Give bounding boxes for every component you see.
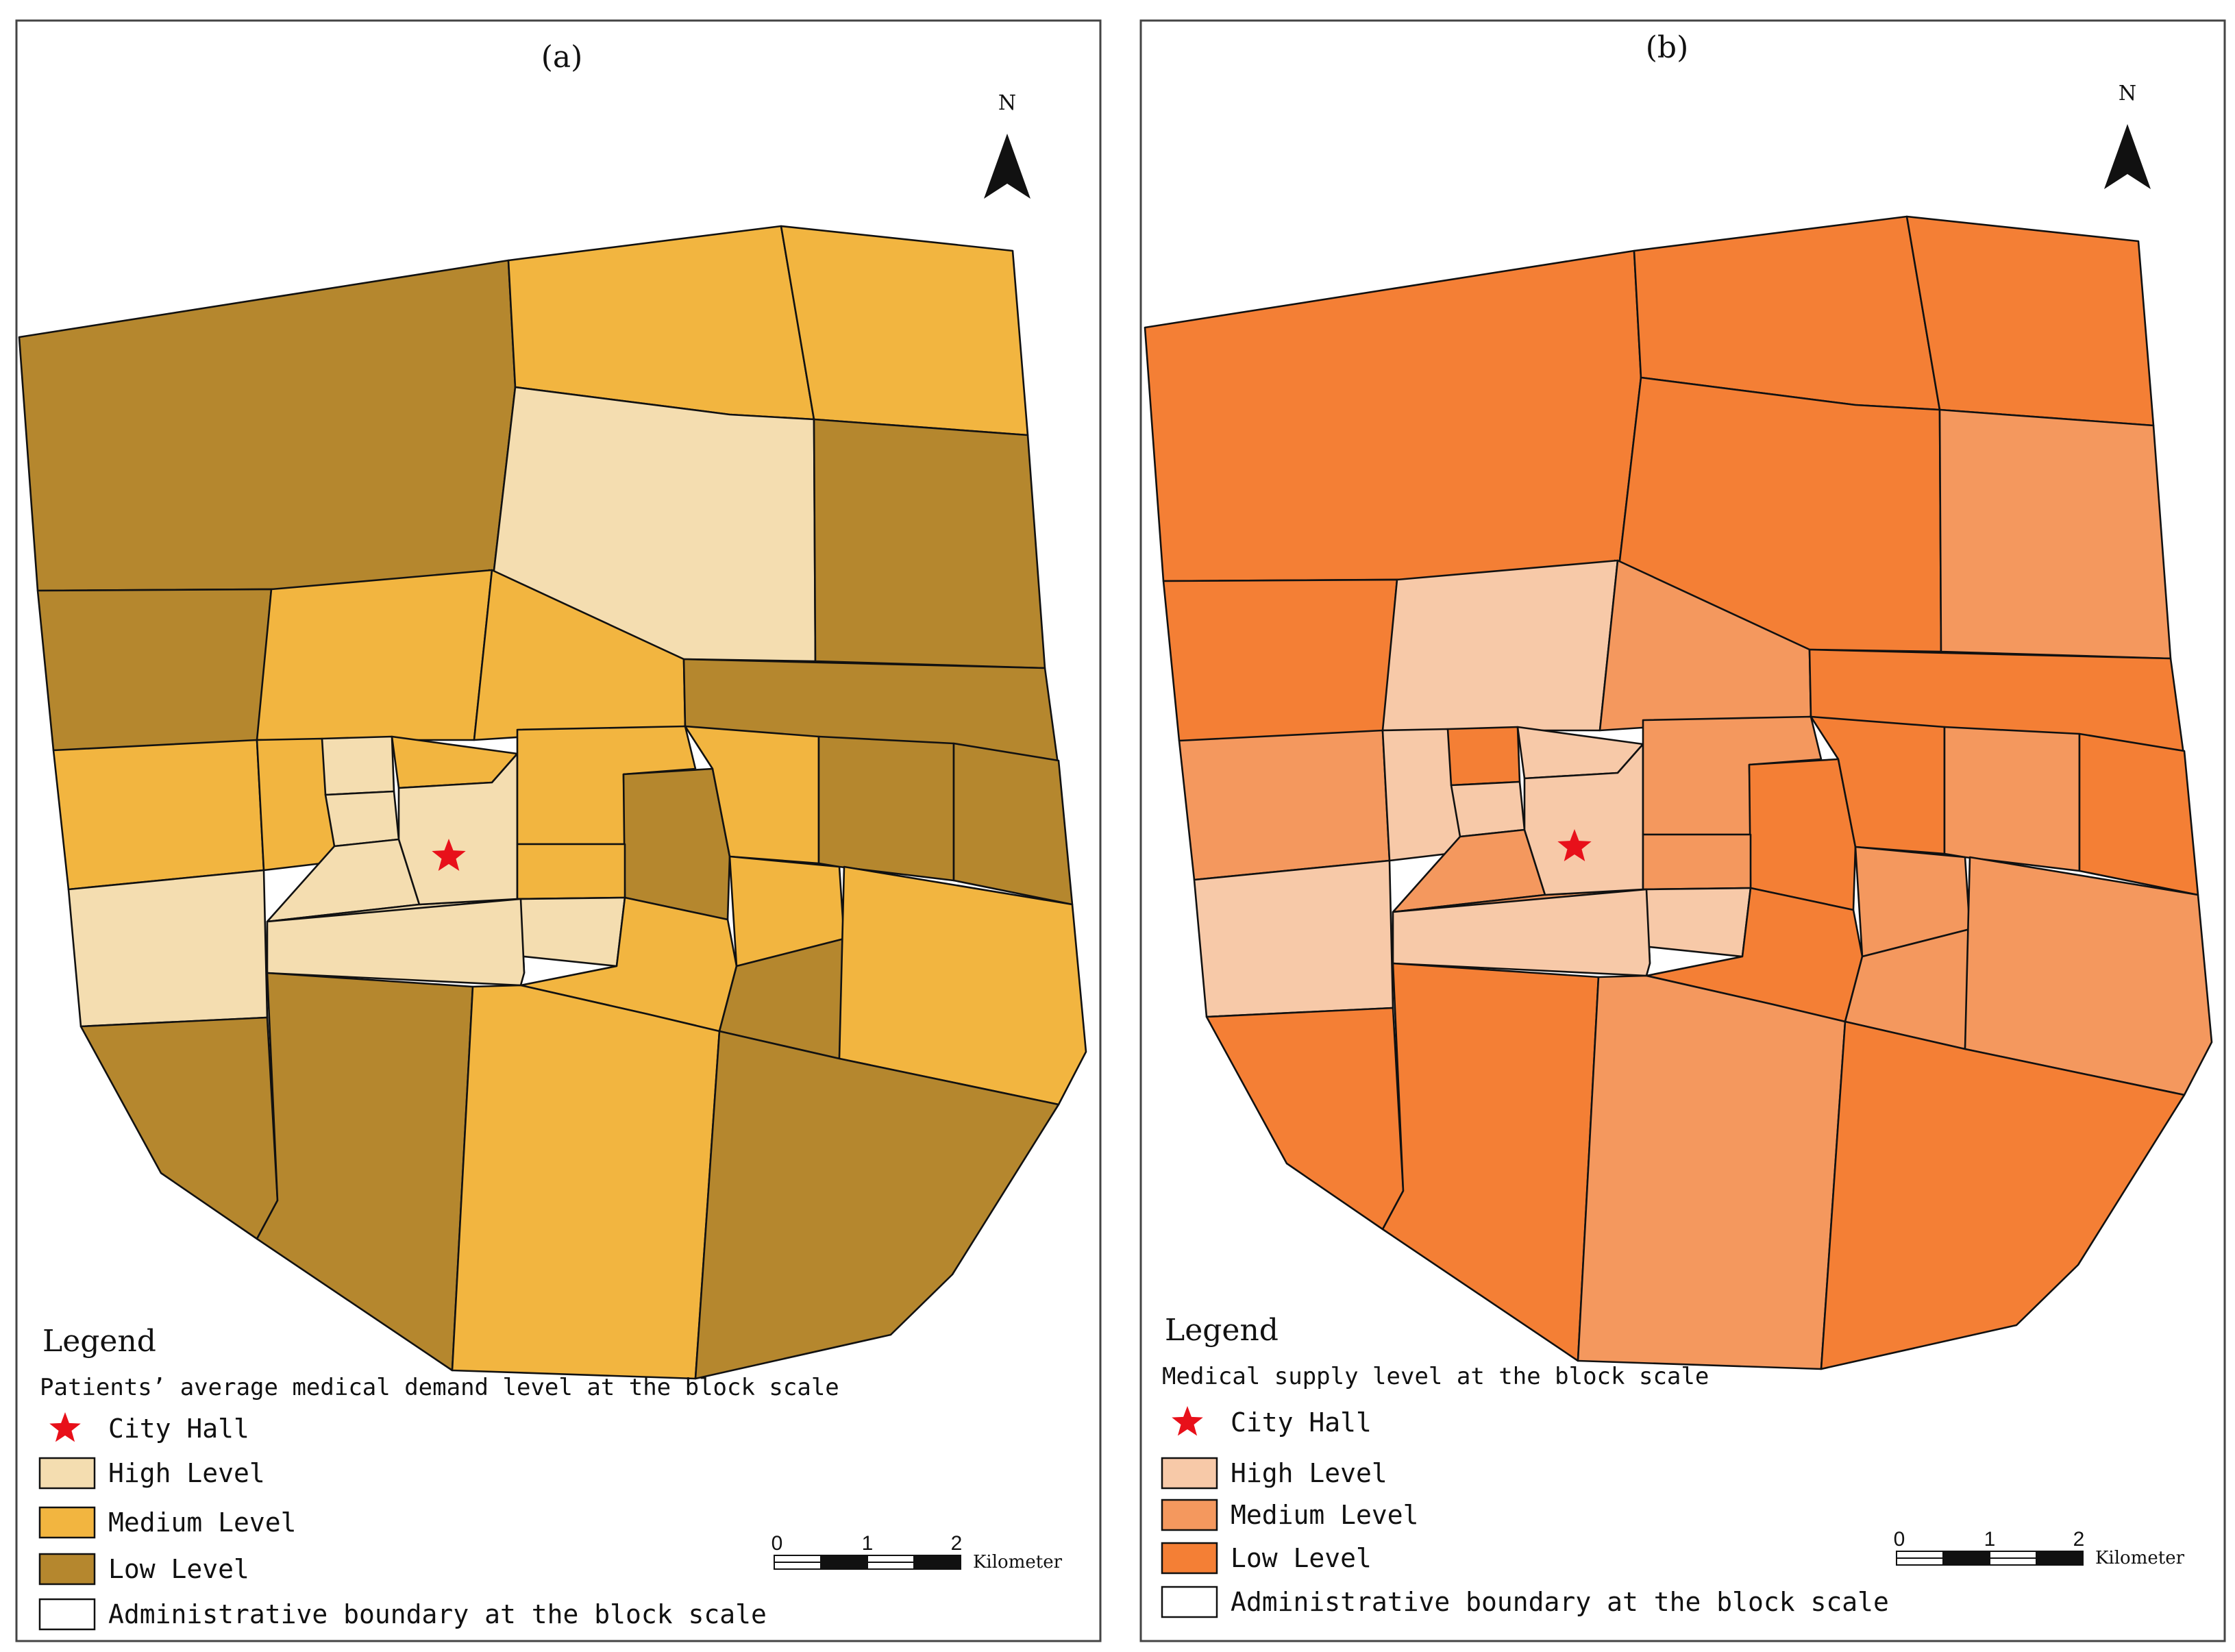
- block-south-center-2: [516, 896, 626, 967]
- block-c-east-5: [2078, 732, 2199, 896]
- legend-label-low: Low Level: [1231, 1543, 1372, 1573]
- block-south-center-1: [516, 843, 626, 900]
- legend-subtitle: Patients’ average medical demand level a…: [40, 1374, 839, 1401]
- panel-a-demand: (a) N Legend Patients’ average medical dem…: [15, 19, 1102, 1642]
- block-c-east-5: [952, 742, 1074, 906]
- block-south-1: [1577, 974, 1847, 1370]
- block-west-2: [1381, 559, 1619, 732]
- scale-outline: [774, 1562, 961, 1570]
- block-c-small-4: [324, 790, 400, 848]
- legend-label-boundary: Administrative boundary at the block sca…: [108, 1599, 767, 1629]
- block-west-1: [1162, 578, 1398, 742]
- legend: Legend Medical supply level at the block …: [1161, 1313, 1889, 1618]
- legend-city-hall-label: City Hall: [108, 1414, 249, 1444]
- block-ne-east: [813, 418, 1046, 669]
- panel-b-label: (b): [1646, 30, 1689, 65]
- scale-tick-label: 0: [771, 1532, 783, 1555]
- block-ne-top: [1905, 215, 2155, 427]
- block-south-2: [1820, 1020, 2186, 1370]
- legend-city-hall-label: City Hall: [1231, 1407, 1372, 1438]
- block-c-east-4: [1943, 726, 2081, 872]
- legend: Legend Patients’ average medical demand l…: [38, 1324, 839, 1631]
- scale-unit-label: Kilometer: [2095, 1548, 2185, 1568]
- block-c-small-4: [1450, 780, 1526, 838]
- legend-swatch-low: [38, 1553, 96, 1586]
- north-arrow-icon: [984, 134, 1007, 199]
- legend-title: Legend: [42, 1324, 156, 1359]
- scale-bar: 0 1 2 Kilometer: [771, 1532, 1063, 1573]
- block-south-center-2: [1642, 887, 1752, 958]
- legend-label-medium: Medium Level: [1231, 1500, 1419, 1530]
- north-label: N: [998, 91, 1016, 115]
- block-south-center-3: [1392, 888, 1651, 977]
- block-s-east-3: [1964, 856, 2213, 1096]
- legend-swatch-low: [1161, 1542, 1218, 1575]
- block-south-center-3: [266, 898, 526, 987]
- north-arrow-icon-right: [1007, 134, 1030, 199]
- block-ne-top: [780, 225, 1029, 436]
- block-sw-2: [1381, 962, 1600, 1362]
- block-ne-east: [1938, 408, 2172, 660]
- city-hall-star-icon: [432, 839, 466, 871]
- block-west-4: [67, 869, 269, 1028]
- legend-star-icon: [49, 1412, 81, 1442]
- scale-bar: 0 1 2 Kilometer: [1894, 1528, 2185, 1568]
- block-west-4: [1193, 859, 1394, 1018]
- block-west-2: [256, 569, 493, 741]
- scale-tick-label: 0: [1894, 1528, 1905, 1551]
- legend-title: Legend: [1165, 1313, 1279, 1348]
- legend-swatch-boundary: [1161, 1586, 1218, 1618]
- legend-swatch-high: [38, 1457, 96, 1490]
- scale-outline: [1896, 1557, 2084, 1566]
- block-s-east-3: [838, 865, 1087, 1106]
- legend-label-high: High Level: [1231, 1458, 1387, 1488]
- block-c-east-2: [622, 767, 731, 921]
- legend-swatch-medium: [38, 1506, 96, 1539]
- block-c-east-4: [817, 735, 955, 882]
- block-c-east-2: [1748, 758, 1857, 911]
- scale-tick-label: 1: [1984, 1528, 1996, 1551]
- legend-label-low: Low Level: [108, 1554, 249, 1584]
- block-south-1: [451, 984, 721, 1380]
- block-west-3: [52, 739, 265, 891]
- panel-b-supply: (b) N Legend Medical supply level at the b…: [1139, 19, 2226, 1642]
- block-south-2: [694, 1030, 1060, 1380]
- legend-star-icon: [1172, 1406, 1203, 1436]
- legend-swatch-boundary: [38, 1598, 96, 1631]
- north-arrow-icon: [2104, 124, 2127, 189]
- map-blocks-b: [1144, 215, 2213, 1370]
- scale-tick-label: 2: [951, 1532, 963, 1555]
- legend-subtitle: Medical supply level at the block scale: [1162, 1363, 1709, 1390]
- map-blocks-a: [18, 225, 1087, 1380]
- legend-label-medium: Medium Level: [108, 1507, 297, 1538]
- scale-unit-label: Kilometer: [973, 1552, 1063, 1573]
- block-n-center: [507, 225, 815, 421]
- block-c-small-2: [321, 735, 395, 796]
- scale-tick-label: 1: [862, 1532, 874, 1555]
- city-hall-star-icon: [1557, 829, 1592, 861]
- block-sw-2: [256, 972, 474, 1372]
- panel-a-label: (a): [541, 40, 583, 75]
- legend-label-high: High Level: [108, 1458, 265, 1488]
- north-arrow-icon-right: [2127, 124, 2151, 189]
- block-west-3: [1178, 729, 1391, 881]
- scale-tick-label: 2: [2073, 1528, 2085, 1551]
- legend-swatch-medium: [1161, 1499, 1218, 1531]
- block-west-1: [36, 588, 273, 752]
- legend-label-boundary: Administrative boundary at the block sca…: [1231, 1587, 1889, 1617]
- block-n-center: [1633, 215, 1941, 411]
- legend-swatch-high: [1161, 1457, 1218, 1490]
- north-label: N: [2119, 82, 2136, 106]
- block-south-center-1: [1642, 833, 1752, 891]
- block-c-small-2: [1446, 726, 1521, 787]
